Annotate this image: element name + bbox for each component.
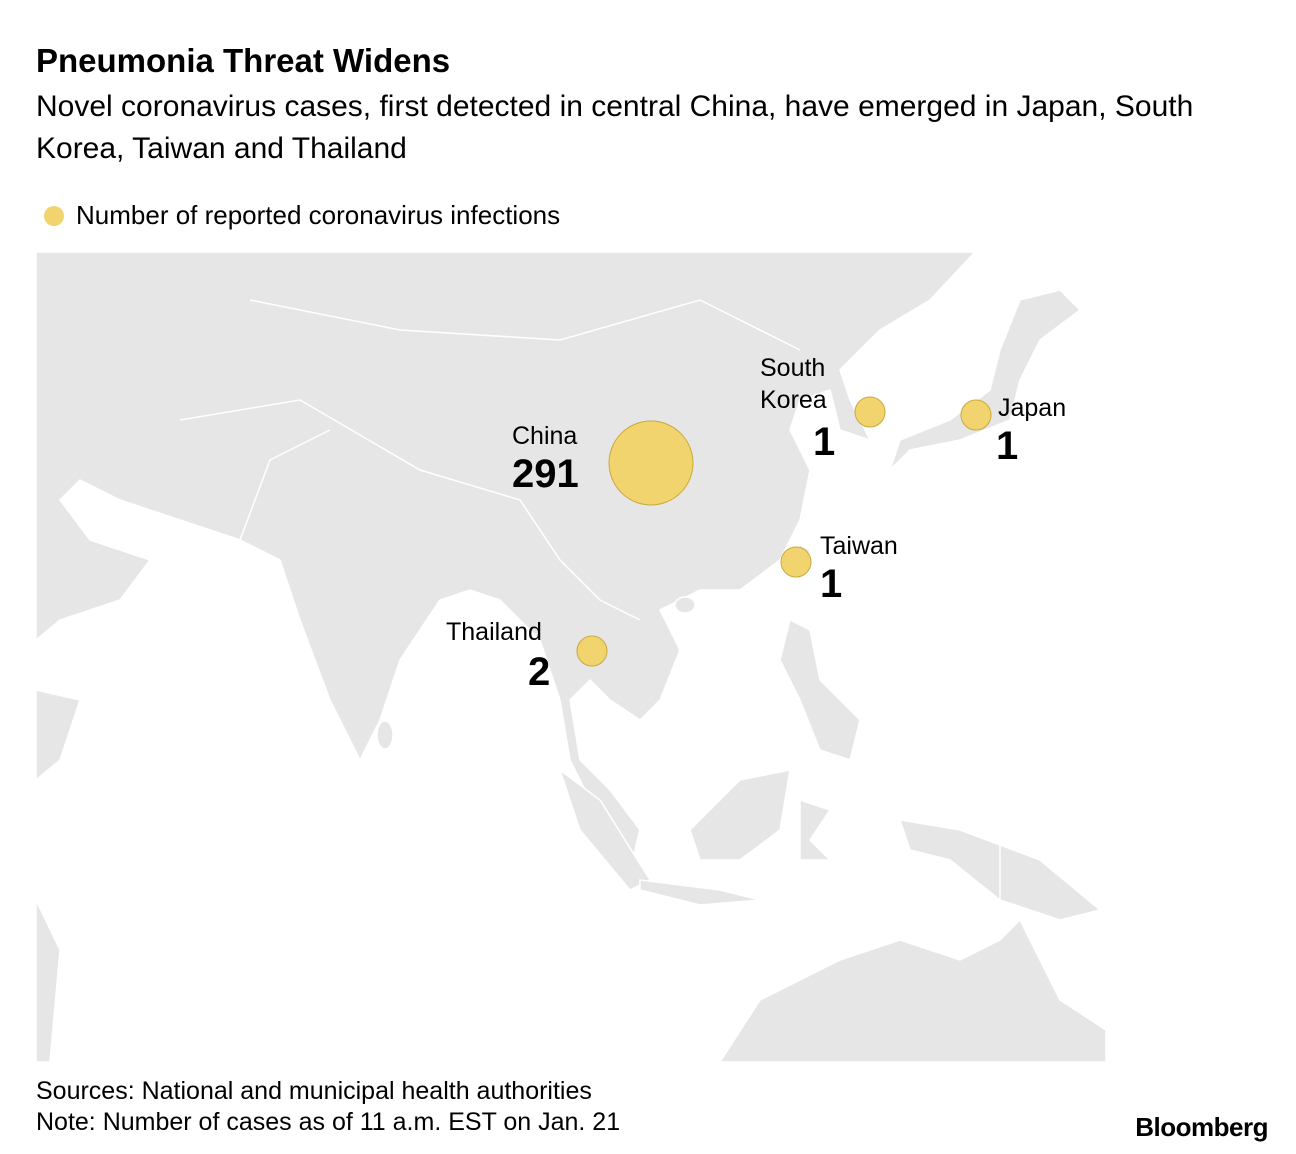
bubble bbox=[576, 635, 608, 667]
place-name: China bbox=[512, 422, 578, 450]
subtitle: Novel coronavirus cases, first detected … bbox=[36, 90, 1194, 165]
legend-swatch bbox=[44, 205, 64, 226]
logo: Bloomberg bbox=[1135, 1112, 1268, 1142]
place-name: Taiwan bbox=[820, 532, 898, 560]
place-value: 1 bbox=[820, 562, 843, 606]
place-value: 2 bbox=[528, 650, 551, 694]
place-value: 1 bbox=[813, 420, 836, 464]
place-name: Japan bbox=[998, 394, 1067, 422]
legend-label: Number of reported coronavirus infection… bbox=[76, 200, 561, 230]
legend: Number of reported coronavirus infection… bbox=[44, 200, 560, 231]
place-value: 291 bbox=[512, 452, 579, 496]
bubble bbox=[780, 546, 812, 578]
place-name: Thailand bbox=[446, 618, 542, 646]
bubble bbox=[608, 420, 694, 506]
land bbox=[35, 251, 1107, 1063]
bubble bbox=[960, 399, 992, 431]
source: Sources: National and municipal health a… bbox=[36, 1077, 592, 1105]
note: Note: Number of cases as of 11 a.m. EST … bbox=[36, 1108, 621, 1136]
bubble bbox=[854, 396, 886, 428]
place-name: South Korea bbox=[760, 354, 827, 414]
place-value: 1 bbox=[996, 424, 1019, 468]
title: Pneumonia Threat Widens bbox=[36, 42, 451, 79]
